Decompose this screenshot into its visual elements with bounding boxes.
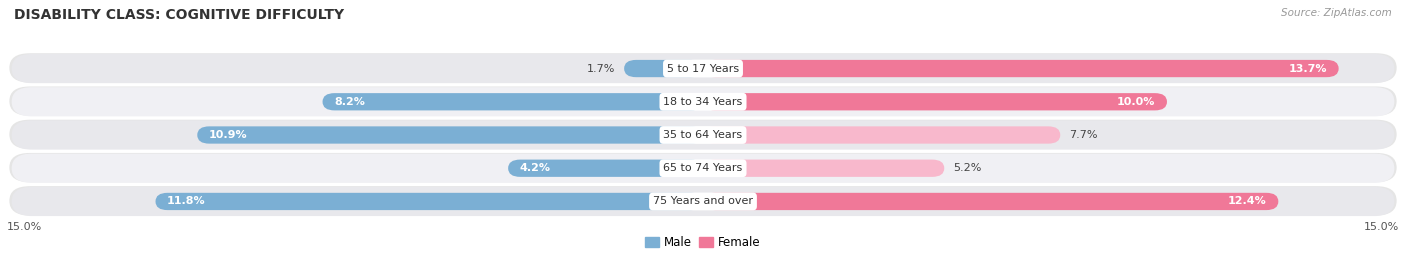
Text: 5 to 17 Years: 5 to 17 Years	[666, 63, 740, 73]
Text: 18 to 34 Years: 18 to 34 Years	[664, 97, 742, 107]
FancyBboxPatch shape	[11, 154, 1395, 183]
Text: 5.2%: 5.2%	[953, 163, 981, 173]
FancyBboxPatch shape	[10, 120, 1396, 149]
FancyBboxPatch shape	[624, 60, 703, 77]
Text: DISABILITY CLASS: COGNITIVE DIFFICULTY: DISABILITY CLASS: COGNITIVE DIFFICULTY	[14, 8, 344, 22]
Text: 65 to 74 Years: 65 to 74 Years	[664, 163, 742, 173]
Text: 12.4%: 12.4%	[1227, 197, 1267, 207]
FancyBboxPatch shape	[10, 53, 1396, 83]
FancyBboxPatch shape	[11, 120, 1395, 150]
Text: 75 Years and over: 75 Years and over	[652, 197, 754, 207]
Text: 1.7%: 1.7%	[586, 63, 614, 73]
Text: 11.8%: 11.8%	[167, 197, 205, 207]
FancyBboxPatch shape	[156, 193, 703, 210]
Text: 8.2%: 8.2%	[335, 97, 366, 107]
Text: 10.9%: 10.9%	[209, 130, 247, 140]
Text: 7.7%: 7.7%	[1070, 130, 1098, 140]
FancyBboxPatch shape	[508, 160, 703, 177]
FancyBboxPatch shape	[10, 153, 1396, 182]
Text: Source: ZipAtlas.com: Source: ZipAtlas.com	[1281, 8, 1392, 18]
FancyBboxPatch shape	[10, 186, 1396, 215]
FancyBboxPatch shape	[197, 126, 703, 144]
FancyBboxPatch shape	[703, 193, 1278, 210]
Text: 15.0%: 15.0%	[1364, 222, 1399, 232]
FancyBboxPatch shape	[11, 87, 1395, 116]
Text: 10.0%: 10.0%	[1116, 97, 1156, 107]
FancyBboxPatch shape	[322, 93, 703, 110]
FancyBboxPatch shape	[703, 126, 1060, 144]
FancyBboxPatch shape	[10, 86, 1396, 116]
Text: 35 to 64 Years: 35 to 64 Years	[664, 130, 742, 140]
Text: 4.2%: 4.2%	[520, 163, 551, 173]
FancyBboxPatch shape	[703, 93, 1167, 110]
FancyBboxPatch shape	[703, 160, 945, 177]
FancyBboxPatch shape	[703, 60, 1339, 77]
Legend: Male, Female: Male, Female	[641, 231, 765, 254]
Text: 15.0%: 15.0%	[7, 222, 42, 232]
FancyBboxPatch shape	[11, 187, 1395, 216]
Text: 13.7%: 13.7%	[1288, 63, 1327, 73]
FancyBboxPatch shape	[11, 54, 1395, 83]
